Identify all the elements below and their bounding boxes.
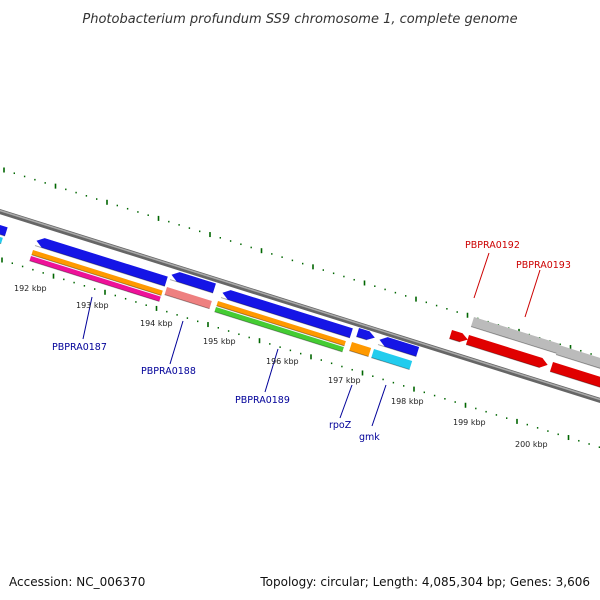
leader-line-5 (473, 252, 490, 299)
gene-gmk-body (379, 337, 420, 357)
gene-PBPRA0193 (465, 335, 548, 369)
tick-label-0: 192 kbp (14, 284, 47, 293)
gene-labels: PBPRA0187 PBPRA0188 PBPRA0189 rpoZ gmk PBPRA0… (52, 240, 571, 443)
gene-fragment-left-shadow (0, 233, 6, 237)
tick-label-1: 193 kbp (76, 301, 109, 310)
tick-labels: 192 kbp 193 kbp 194 kbp 195 kbp 196 kbp 197 k… (14, 284, 548, 449)
gene-right-red-body (550, 362, 600, 388)
cds-gmk-cyan (371, 349, 413, 371)
genome-summary-text: Topology: circular; Length: 4,085,304 bp… (259, 575, 590, 589)
gene-label-gmk: gmk (359, 432, 380, 443)
leader-line-1 (169, 320, 184, 365)
tick-label-3: 195 kbp (203, 337, 236, 346)
gene-label-PBPRA0193: PBPRA0193 (516, 260, 571, 271)
cds-PBPRA0189-green (214, 307, 344, 353)
cds-PBPRA0187-orange-shadow (31, 254, 162, 296)
cds-PBPRA0187-pink-body (29, 256, 161, 302)
label-leaders (82, 252, 541, 427)
cds-PBPRA0189-orange (216, 301, 346, 347)
leader-line-6 (524, 269, 541, 318)
map-title: Photobacterium profundum SS9 chromosome … (82, 12, 517, 27)
gene-PBPRA0192 (449, 330, 468, 343)
gene-right-gray (555, 345, 600, 369)
cds-PBPRA0187-pink (29, 256, 161, 302)
backbone (0, 208, 600, 404)
gene-PBPRA0188-body (171, 272, 216, 293)
gene-PBPRA0187-shadow (34, 245, 165, 287)
gene-label-PBPRA0189: PBPRA0189 (235, 395, 290, 406)
cds-PBPRA0188-salmon-body (164, 287, 212, 309)
gene-rpoZ-shadow (356, 336, 367, 341)
gene-label-PBPRA0192: PBPRA0192 (465, 240, 520, 251)
cds-left-fragment-body (0, 237, 3, 244)
gene-label-rpoZ: rpoZ (329, 420, 352, 431)
gene-PBPRA0188-shadow (169, 279, 214, 294)
gene-right-gray-body (556, 345, 600, 369)
cds-PBPRA0189-green-body (214, 307, 344, 352)
gene-PBPRA0189-body (222, 290, 353, 338)
gene-PBPRA0193-gray-body (471, 317, 560, 354)
cds-rpoZ-orange-shadow (349, 350, 369, 358)
gene-features (0, 225, 600, 388)
tick-label-8: 200 kbp (515, 440, 548, 449)
gene-PBPRA0187-body (36, 238, 168, 287)
gene-PBPRA0192-body (449, 330, 468, 342)
accession-text: Accession: NC_006370 (9, 575, 145, 589)
tick-label-7: 199 kbp (453, 418, 486, 427)
gene-fragment-left-body (0, 225, 8, 236)
cds-PBPRA0187-pink-shadow (29, 260, 160, 302)
cds-rpoZ-orange-body (349, 342, 372, 357)
gene-right-red (549, 362, 600, 388)
tick-label-5: 197 kbp (328, 376, 361, 385)
gene-fragment-left (0, 225, 8, 237)
gene-PBPRA0193-gray (470, 317, 560, 354)
gene-PBPRA0188 (169, 272, 216, 294)
gene-PBPRA0192-shadow (449, 338, 460, 343)
gene-PBPRA0189 (220, 290, 353, 339)
cds-PBPRA0189-orange-body (216, 301, 346, 346)
gene-rpoZ (356, 328, 375, 341)
gene-PBPRA0189-shadow (220, 297, 350, 339)
gene-PBPRA0193-shadow (465, 344, 540, 369)
gene-right-gray-shadow (555, 354, 600, 369)
leader-line-0 (82, 296, 93, 340)
tick-label-4: 196 kbp (266, 357, 299, 366)
cds-PBPRA0189-orange-shadow (216, 305, 345, 347)
cds-PBPRA0188-salmon-shadow (164, 294, 210, 310)
gene-gmk-shadow (377, 344, 417, 357)
cds-PBPRA0187-orange-body (31, 250, 163, 296)
leader-line-4 (371, 384, 387, 427)
cds-gmk-cyan-shadow (371, 357, 410, 371)
gene-label-PBPRA0188: PBPRA0188 (141, 366, 196, 377)
tick-label-2: 194 kbp (140, 319, 173, 328)
cds-PBPRA0188-salmon (164, 287, 212, 310)
cds-left-fragment-shadow (0, 242, 2, 245)
gene-label-PBPRA0187: PBPRA0187 (52, 342, 107, 353)
cds-rpoZ-orange (349, 342, 372, 358)
backbone-highlight (0, 209, 600, 401)
tick-label-6: 198 kbp (391, 397, 424, 406)
leader-line-2 (264, 348, 279, 393)
gene-PBPRA0193-body (466, 335, 548, 368)
gene-gmk (377, 337, 420, 357)
cds-PBPRA0187-orange (31, 250, 163, 296)
backbone-line (0, 208, 600, 404)
gene-right-red-shadow (549, 371, 600, 388)
cds-gmk-cyan-body (371, 349, 413, 370)
gene-PBPRA0187 (34, 238, 168, 287)
gene-rpoZ-body (356, 328, 375, 340)
gene-PBPRA0193-gray-shadow (470, 326, 558, 354)
cds-PBPRA0189-green-shadow (214, 311, 343, 353)
cds-left-fragment (0, 237, 3, 245)
leader-line-3 (339, 384, 353, 419)
